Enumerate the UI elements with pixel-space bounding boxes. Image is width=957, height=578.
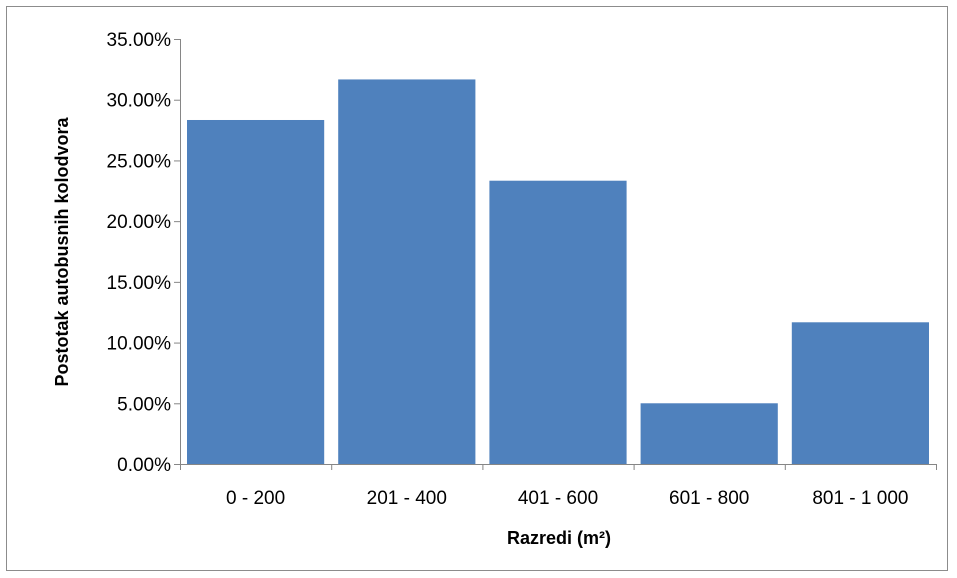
y-tick-label: 20.00%: [107, 212, 172, 233]
y-axis-title: Postotak autobusnih kolodvora: [52, 117, 72, 387]
bar-4: [640, 403, 778, 464]
x-tick-label: 801 - 1 000: [812, 488, 908, 509]
y-tick-label: 0.00%: [117, 455, 171, 476]
y-axis-ticks: 0.00% 5.00% 10.00% 15.00% 20.00% 25.00% 30.00%…: [107, 30, 180, 476]
y-tick-label: 35.00%: [107, 30, 172, 51]
y-tick-label: 10.00%: [107, 334, 172, 355]
x-axis-ticks: 0 - 200 201 - 400 401 - 600 601 - 800 801 - …: [180, 464, 937, 509]
x-tick-label: 401 - 600: [518, 488, 598, 509]
bar-5: [791, 322, 929, 464]
bar-2: [338, 79, 476, 464]
y-tick-label: 15.00%: [107, 273, 172, 294]
bar-1: [187, 119, 325, 464]
bar-3: [489, 180, 627, 464]
x-tick-label: 201 - 400: [367, 488, 447, 509]
x-tick-label: 0 - 200: [226, 488, 285, 509]
y-tick-label: 30.00%: [107, 91, 172, 112]
bars: [187, 79, 929, 464]
x-axis-title: Razredi (m²): [507, 528, 611, 548]
x-tick-label: 601 - 800: [669, 488, 749, 509]
chart-frame: [6, 6, 948, 571]
y-tick-label: 25.00%: [107, 151, 172, 172]
y-tick-label: 5.00%: [117, 394, 171, 415]
